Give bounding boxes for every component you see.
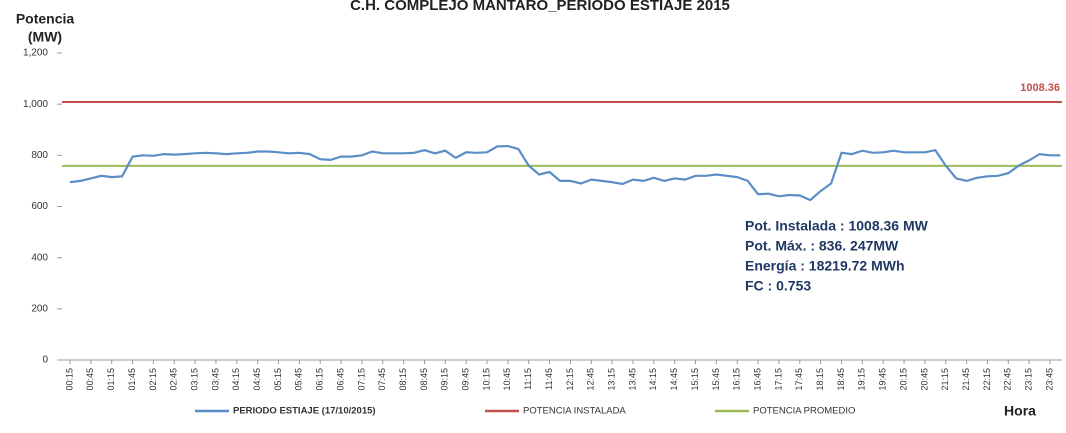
x-tick-label: 02:15 [148,368,158,391]
x-tick-label: 14:15 [648,368,658,391]
y-tick-label: 1,200 [23,48,48,59]
y-tick-label: 1,000 [23,99,48,110]
annotation: Pot. Máx. : 836. 247MW [745,238,899,254]
x-tick-label: 18:45 [836,368,846,391]
x-tick-label: 16:45 [752,368,762,391]
x-tick-label: 04:45 [252,368,262,391]
x-tick-label: 19:15 [857,368,867,391]
x-tick-label: 04:15 [231,368,241,391]
y-axis-label: (MW) [28,29,62,45]
x-tick-label: 17:15 [773,368,783,391]
x-tick-label: 23:45 [1044,368,1054,391]
x-tick-label: 07:45 [377,368,387,391]
x-tick-label: 14:45 [669,368,679,391]
x-tick-label: 19:45 [878,368,888,391]
y-tick-label: 0 [42,355,48,366]
x-tick-label: 08:45 [419,368,429,391]
x-tick-label: 15:15 [690,368,700,391]
x-tick-label: 09:45 [461,368,471,391]
x-tick-label: 11:45 [544,368,554,390]
annotation: Energía : 18219.72 MWh [745,258,905,274]
x-tick-label: 15:45 [711,368,721,391]
x-tick-label: 22:45 [1003,368,1013,391]
y-tick-label: 200 [31,303,48,314]
x-tick-label: 20:15 [898,368,908,391]
x-tick-label: 10:15 [481,368,491,391]
x-tick-label: 21:45 [961,368,971,391]
x-tick-label: 12:45 [586,368,596,391]
annotation: Pot. Instalada : 1008.36 MW [745,218,929,234]
x-tick-label: 16:15 [732,368,742,391]
x-tick-label: 12:15 [565,368,575,391]
x-tick-label: 06:15 [315,368,325,391]
y-tick-label: 600 [31,201,48,212]
x-tick-label: 03:15 [189,368,199,391]
x-tick-label: 10:45 [502,368,512,391]
legend-label: POTENCIA INSTALADA [523,406,626,417]
x-tick-label: 13:45 [627,368,637,391]
x-tick-label: 11:15 [523,368,533,390]
series-line [69,144,1061,202]
x-tick-label: 22:15 [982,368,992,391]
x-tick-label: 00:15 [64,368,74,391]
x-tick-label: 21:15 [940,368,950,391]
x-axis-label: Hora [1004,403,1036,419]
x-tick-label: 13:15 [607,368,617,391]
x-tick-label: 00:45 [85,368,95,391]
x-tick-label: 18:15 [815,368,825,391]
x-tick-label: 23:15 [1024,368,1034,391]
annotation: FC : 0.753 [745,278,811,294]
y-tick-label: 800 [31,150,48,161]
y-tick-label: 400 [31,252,48,263]
x-tick-label: 20:45 [919,368,929,391]
legend-label: PERIODO ESTIAJE (17/10/2015) [233,406,376,417]
x-tick-label: 06:45 [335,368,345,391]
x-tick-label: 05:45 [294,368,304,391]
x-tick-label: 09:15 [440,368,450,391]
legend-label: POTENCIA PROMEDIO [753,406,855,417]
x-tick-label: 17:45 [794,368,804,391]
x-tick-label: 08:15 [398,368,408,391]
x-tick-label: 01:15 [106,368,116,391]
y-axis-label: Potencia [16,11,75,27]
x-tick-label: 02:45 [169,368,179,391]
x-tick-label: 05:15 [273,368,283,391]
chart-title: C.H. COMPLEJO MANTARO_PERIODO ESTIAJE 20… [350,0,730,14]
x-tick-label: 03:45 [210,368,220,391]
x-tick-label: 01:45 [127,368,137,391]
x-tick-label: 07:15 [356,368,366,391]
reference-label: 1008.36 [1020,82,1060,94]
